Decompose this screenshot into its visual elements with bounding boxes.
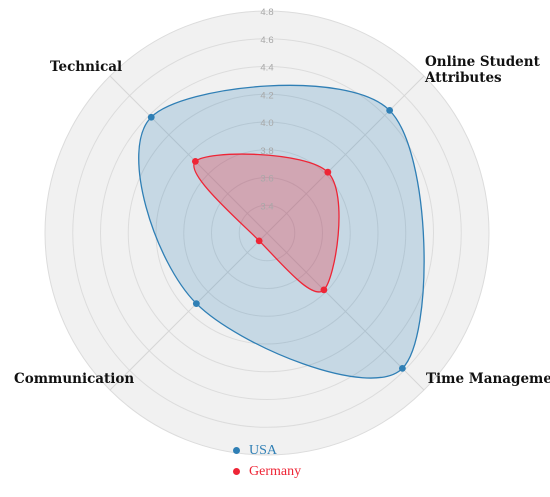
- grid-circle-7: [44, 10, 490, 456]
- data-point-usa-1[interactable]: [386, 106, 394, 114]
- data-point-usa-3[interactable]: [192, 300, 200, 308]
- legend-marker-germany: [233, 468, 240, 475]
- legend-label-usa: USA: [249, 442, 278, 458]
- legend-marker-usa: [233, 447, 240, 454]
- tick-label-7: 4.8: [260, 7, 273, 18]
- tick-label-4: 4.2: [260, 90, 273, 101]
- axis-label-time-management: Time Management: [426, 371, 550, 387]
- axis-spoke-2: [266, 232, 425, 391]
- tick-label-2: 3.8: [260, 146, 273, 157]
- grid-circle-1: [211, 177, 323, 289]
- grid-circle-5: [100, 66, 434, 400]
- series-area-usa: [138, 84, 425, 379]
- tick-label-6: 4.6: [260, 35, 273, 46]
- series-layer: [138, 84, 425, 379]
- axis-label-communication: Communication: [14, 371, 134, 387]
- series-area-germany: [193, 153, 340, 293]
- axis-label-online-line2: Attributes: [424, 70, 502, 86]
- tick-label-1: 3.6: [260, 174, 273, 185]
- tick-label-3: 4.0: [260, 118, 273, 129]
- grid-circle-3: [155, 121, 379, 345]
- axis-spoke-1: [266, 75, 425, 234]
- legend: USA Germany: [233, 440, 301, 482]
- data-point-usa-0[interactable]: [147, 113, 155, 121]
- axis-spoke-3: [109, 232, 268, 391]
- radar-grid: [44, 10, 490, 456]
- legend-item-usa[interactable]: USA: [233, 440, 301, 461]
- grid-circle-0: [238, 204, 296, 262]
- data-point-germany-1[interactable]: [324, 168, 332, 176]
- data-point-germany-2[interactable]: [320, 286, 328, 294]
- grid-circle-4: [127, 93, 407, 373]
- grid-circle-2: [183, 149, 351, 317]
- axis-spoke-0: [109, 75, 268, 234]
- data-point-usa-2[interactable]: [398, 364, 406, 372]
- radial-tick-labels: 3.4 3.6 3.8 4.0 4.2 4.4 4.6 4.8: [260, 7, 273, 212]
- legend-item-germany[interactable]: Germany: [233, 461, 301, 482]
- data-point-germany-0[interactable]: [191, 157, 199, 165]
- tick-label-0: 3.4: [260, 201, 273, 212]
- tick-label-5: 4.4: [260, 63, 273, 74]
- grid-circle-6: [72, 38, 462, 428]
- data-point-germany-3[interactable]: [255, 237, 263, 245]
- legend-label-germany: Germany: [249, 463, 302, 479]
- axis-label-online-line1: Online Student: [425, 54, 541, 70]
- axis-label-technical: Technical: [50, 59, 122, 75]
- radar-axes: [109, 75, 425, 391]
